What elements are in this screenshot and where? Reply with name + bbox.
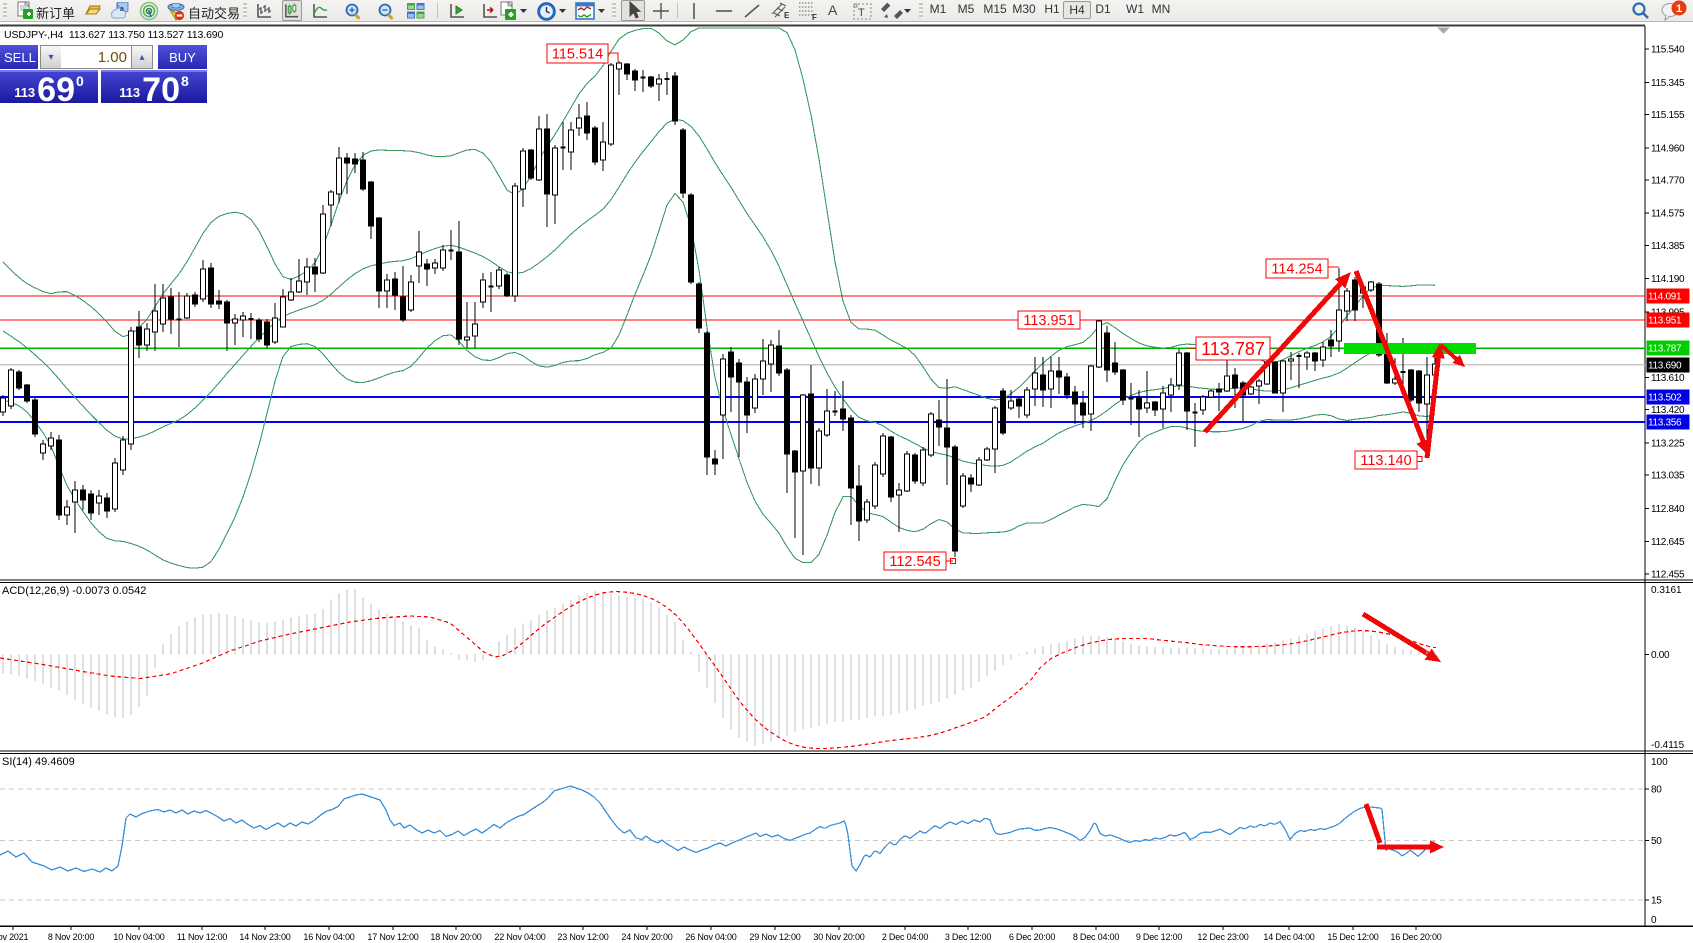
svg-text:-0.4115: -0.4115 <box>1651 740 1685 751</box>
svg-text:50: 50 <box>1651 836 1662 847</box>
svg-text:17 Nov 12:00: 17 Nov 12:00 <box>367 932 418 942</box>
svg-text:18 Nov 20:00: 18 Nov 20:00 <box>430 932 481 942</box>
svg-text:USDJPY-,H4 113.627 113.750 11: USDJPY-,H4 113.627 113.750 113.527 113.6… <box>4 29 224 41</box>
svg-text:112.455: 112.455 <box>1651 569 1685 580</box>
svg-text:115.155: 115.155 <box>1651 110 1685 121</box>
svg-text:T: T <box>858 7 865 19</box>
svg-text:8 Nov 20:00: 8 Nov 20:00 <box>48 932 95 942</box>
svg-text:112.840: 112.840 <box>1651 504 1685 515</box>
svg-text:15 Dec 12:00: 15 Dec 12:00 <box>1327 932 1378 942</box>
svg-text:3 Dec 12:00: 3 Dec 12:00 <box>945 932 992 942</box>
svg-text:115.514: 115.514 <box>552 47 603 63</box>
svg-text:114.770: 114.770 <box>1651 176 1685 187</box>
svg-text:F: F <box>812 13 817 22</box>
svg-text:a: a <box>120 6 124 13</box>
svg-text:0.3161: 0.3161 <box>1651 585 1682 596</box>
svg-text:6 Dec 20:00: 6 Dec 20:00 <box>1009 932 1056 942</box>
svg-text:112.545: 112.545 <box>889 554 940 570</box>
svg-text:114.254: 114.254 <box>1271 262 1322 278</box>
svg-text:100: 100 <box>1651 757 1668 768</box>
svg-text:ov 2021: ov 2021 <box>0 932 29 942</box>
svg-text:115.540: 115.540 <box>1651 45 1685 56</box>
svg-text:113.610: 113.610 <box>1651 373 1685 384</box>
svg-text:26 Nov 04:00: 26 Nov 04:00 <box>685 932 736 942</box>
svg-text:80: 80 <box>1651 785 1662 796</box>
svg-text:24 Nov 20:00: 24 Nov 20:00 <box>621 932 672 942</box>
svg-text:10 Nov 04:00: 10 Nov 04:00 <box>113 932 164 942</box>
svg-text:113.225: 113.225 <box>1651 438 1685 449</box>
svg-text:113.951: 113.951 <box>1023 313 1074 329</box>
svg-text:ACD(12,26,9) -0.0073 0.0542: ACD(12,26,9) -0.0073 0.0542 <box>2 585 146 597</box>
svg-text:29 Nov 12:00: 29 Nov 12:00 <box>749 932 800 942</box>
svg-text:113.035: 113.035 <box>1651 471 1685 482</box>
svg-text:12 Dec 23:00: 12 Dec 23:00 <box>1197 932 1248 942</box>
svg-text:113.787: 113.787 <box>1201 339 1265 359</box>
svg-text:113.690: 113.690 <box>1648 361 1682 372</box>
svg-text:112.645: 112.645 <box>1651 537 1685 548</box>
svg-text:114.385: 114.385 <box>1651 241 1685 252</box>
svg-text:14 Dec 04:00: 14 Dec 04:00 <box>1263 932 1314 942</box>
svg-text:0: 0 <box>1651 915 1657 926</box>
svg-text:23 Nov 12:00: 23 Nov 12:00 <box>557 932 608 942</box>
svg-text:11 Nov 12:00: 11 Nov 12:00 <box>177 932 228 942</box>
svg-text:113.787: 113.787 <box>1648 344 1682 355</box>
svg-text:113.502: 113.502 <box>1648 393 1682 404</box>
svg-text:114.960: 114.960 <box>1651 143 1685 154</box>
svg-text:114.190: 114.190 <box>1651 274 1685 285</box>
svg-text:2 Dec 04:00: 2 Dec 04:00 <box>882 932 929 942</box>
svg-text:113.140: 113.140 <box>1360 453 1411 469</box>
svg-text:115.345: 115.345 <box>1651 78 1685 89</box>
svg-text:16 Nov 04:00: 16 Nov 04:00 <box>303 932 354 942</box>
svg-text:SI(14) 49.4609: SI(14) 49.4609 <box>2 756 75 768</box>
svg-text:30 Nov 20:00: 30 Nov 20:00 <box>813 932 864 942</box>
svg-text:0.00: 0.00 <box>1651 650 1670 661</box>
svg-text:8 Dec 04:00: 8 Dec 04:00 <box>1073 932 1120 942</box>
svg-text:15: 15 <box>1651 896 1662 907</box>
svg-text:1: 1 <box>1676 3 1682 15</box>
svg-text:14 Nov 23:00: 14 Nov 23:00 <box>239 932 290 942</box>
svg-text:114.091: 114.091 <box>1648 292 1682 303</box>
svg-text:22 Nov 04:00: 22 Nov 04:00 <box>494 932 545 942</box>
svg-text:16 Dec 20:00: 16 Dec 20:00 <box>1390 932 1441 942</box>
svg-text:113.951: 113.951 <box>1648 316 1682 327</box>
svg-text:E: E <box>784 11 790 20</box>
svg-text:114.575: 114.575 <box>1651 209 1685 220</box>
svg-text:9 Dec 12:00: 9 Dec 12:00 <box>1136 932 1183 942</box>
svg-text:113.356: 113.356 <box>1648 418 1682 429</box>
svg-text:113.420: 113.420 <box>1651 405 1685 416</box>
